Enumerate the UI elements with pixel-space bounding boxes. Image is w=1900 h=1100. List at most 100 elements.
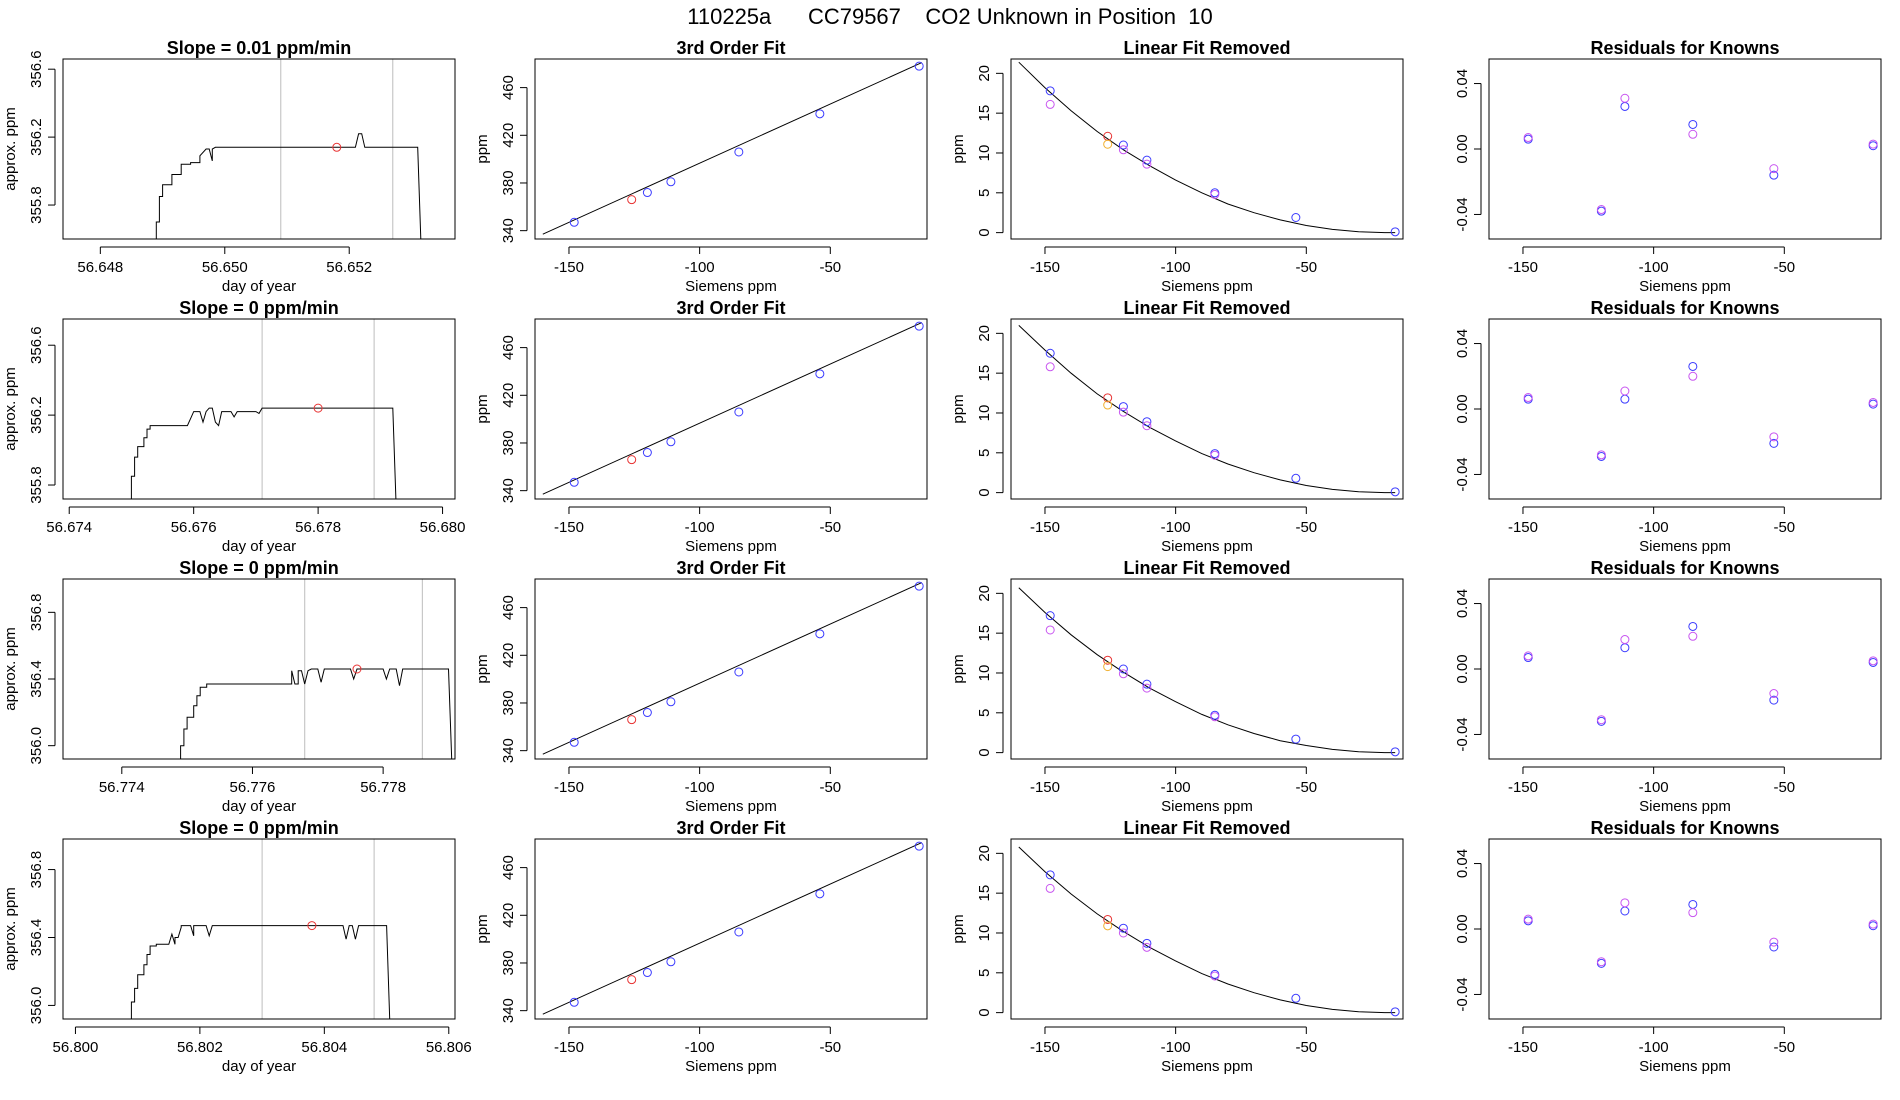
x-tick-label: -50 — [1773, 1039, 1795, 1056]
panel-data — [130, 839, 393, 1019]
y-tick-label: 0.04 — [1454, 329, 1471, 358]
x-tick-label: -150 — [1030, 259, 1060, 276]
data-point — [1769, 432, 1779, 442]
x-axis-label: day of year — [222, 278, 296, 295]
data-point — [1523, 393, 1533, 403]
fit-curve — [1018, 61, 1396, 234]
y-tick-label: 460 — [500, 75, 517, 100]
panel-3-0: Slope = 0 ppm/min 56.800 56.802 56.804 56.80… — [2, 818, 472, 1075]
y-tick-label: 355.8 — [28, 466, 45, 504]
y-tick-label: 460 — [500, 855, 517, 880]
data-point — [569, 997, 579, 1007]
data-point — [1688, 361, 1698, 371]
series-line — [180, 668, 455, 759]
y-tick-label: 0.04 — [1454, 589, 1471, 618]
x-tick-label: -150 — [554, 1039, 584, 1056]
panel-data — [1018, 325, 1400, 497]
data-point — [1045, 611, 1055, 621]
y-tick-label: 356.6 — [28, 326, 45, 364]
y-tick-label: 340 — [500, 478, 517, 503]
y-axis-label: approx. ppm — [2, 367, 19, 450]
x-tick-label: -100 — [1161, 779, 1191, 796]
panel-data — [542, 61, 924, 235]
data-point — [1210, 712, 1220, 722]
data-point — [1103, 139, 1113, 149]
y-axis-label: ppm — [950, 394, 967, 423]
data-point — [1620, 386, 1630, 396]
data-point — [1688, 899, 1698, 909]
y-tick-label: 15 — [976, 885, 993, 902]
data-point — [914, 61, 924, 71]
data-point — [1210, 189, 1220, 199]
data-point — [313, 403, 323, 413]
panel-3-2: Linear Fit Removed -150 -100 -50 Siemens ppm… — [950, 818, 1404, 1075]
panel-data — [180, 579, 455, 759]
x-tick-label: -50 — [1773, 259, 1795, 276]
y-tick-label: 356.6 — [28, 50, 45, 88]
y-tick-label: 340 — [500, 738, 517, 763]
data-point — [569, 737, 579, 747]
x-tick-label: -150 — [1508, 519, 1538, 536]
data-point — [1688, 129, 1698, 139]
plot-frame — [62, 58, 456, 240]
x-axis-label: Siemens ppm — [685, 798, 777, 815]
data-point — [1390, 487, 1400, 497]
panel-3-3: Residuals for Knowns -150 -100 -50 Siemens p… — [1454, 818, 1882, 1075]
y-tick-label: -0.04 — [1454, 457, 1471, 491]
panel-1-3: Residuals for Knowns -150 -100 -50 Siemens p… — [1454, 298, 1882, 555]
y-tick-label: 460 — [500, 595, 517, 620]
data-point — [1620, 643, 1630, 653]
y-tick-label: 0.00 — [1454, 394, 1471, 423]
plot-frame — [1488, 838, 1882, 1020]
data-point — [1390, 1007, 1400, 1017]
x-tick-label: 56.678 — [295, 519, 341, 536]
x-tick-label: 56.650 — [202, 259, 248, 276]
x-tick-label: -50 — [1773, 519, 1795, 536]
plot-frame — [62, 838, 456, 1020]
y-tick-label: 5 — [976, 969, 993, 977]
plot-frame — [1010, 578, 1404, 760]
y-tick-label: 380 — [500, 690, 517, 715]
plot-frame — [534, 58, 928, 240]
data-point — [642, 708, 652, 718]
panel-2-3: Residuals for Knowns -150 -100 -50 Siemens p… — [1454, 558, 1882, 815]
x-tick-label: -100 — [1161, 259, 1191, 276]
data-point — [1596, 957, 1606, 967]
plot-frame — [1488, 318, 1882, 500]
data-point — [569, 217, 579, 227]
data-point — [1045, 99, 1055, 109]
y-tick-label: 0 — [976, 1008, 993, 1016]
x-axis-label: Siemens ppm — [1639, 798, 1731, 815]
data-point — [1769, 942, 1779, 952]
data-point — [1291, 212, 1301, 222]
y-axis-label: ppm — [474, 654, 491, 683]
data-point — [627, 195, 637, 205]
data-point — [734, 927, 744, 937]
x-axis-label: Siemens ppm — [685, 278, 777, 295]
x-tick-label: -50 — [1295, 519, 1317, 536]
x-tick-label: -100 — [1639, 259, 1669, 276]
data-point — [1769, 438, 1779, 448]
data-point — [1142, 421, 1152, 431]
data-point — [1045, 362, 1055, 372]
data-point — [1868, 139, 1878, 149]
panel-title: Slope = 0 ppm/min — [179, 298, 339, 318]
x-axis-label: day of year — [222, 798, 296, 815]
panel-3-1: 3rd Order Fit -150 -100 -50 Siemens ppm 340 38… — [474, 818, 928, 1075]
data-point — [1769, 164, 1779, 174]
y-tick-label: 5 — [976, 189, 993, 197]
data-point — [666, 177, 676, 187]
x-axis-label: Siemens ppm — [1161, 278, 1253, 295]
data-point — [734, 147, 744, 157]
data-point — [734, 407, 744, 417]
data-point — [666, 697, 676, 707]
data-point — [1868, 919, 1878, 929]
y-tick-label: 356.4 — [28, 919, 45, 957]
y-axis-label: approx. ppm — [2, 627, 19, 710]
panel-title: Slope = 0 ppm/min — [179, 818, 339, 838]
data-point — [642, 448, 652, 458]
y-axis-label: approx. ppm — [2, 887, 19, 970]
panel-1-2: Linear Fit Removed -150 -100 -50 Siemens ppm… — [950, 298, 1404, 555]
panel-data — [1523, 93, 1878, 216]
